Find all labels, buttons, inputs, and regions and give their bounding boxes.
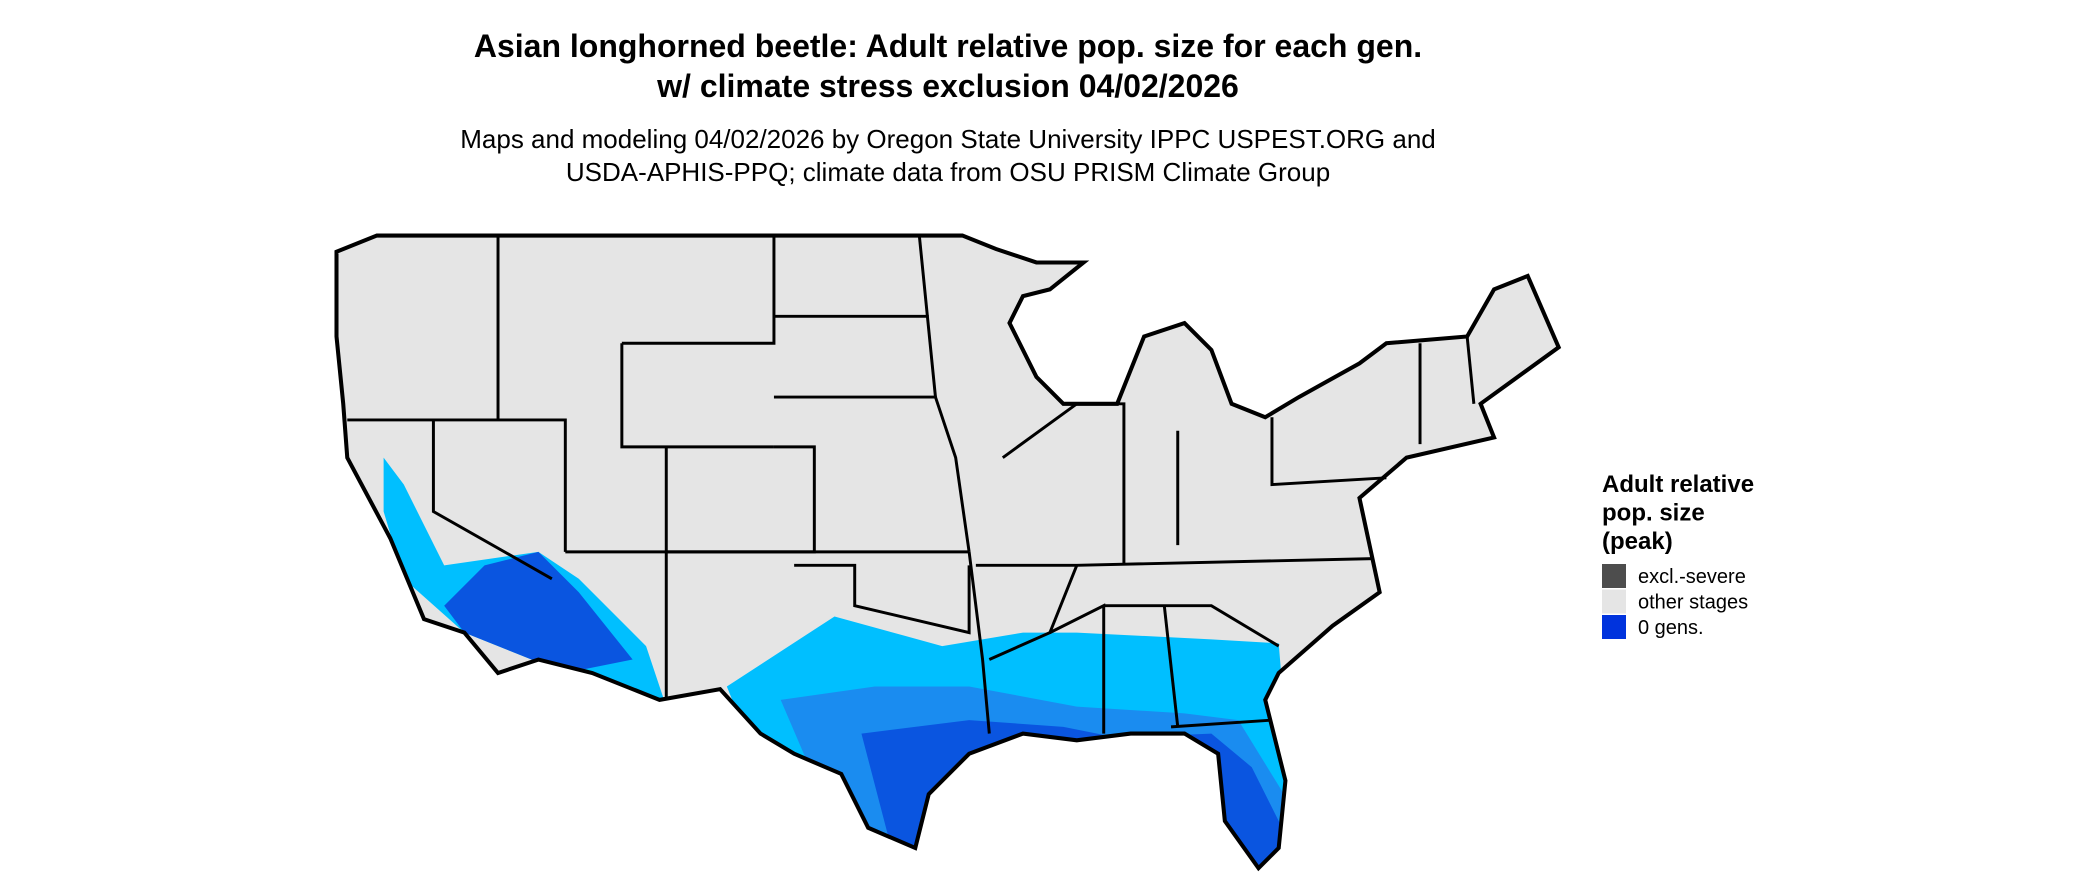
legend-label: 0 gens.	[1638, 617, 1704, 639]
legend-title-line: Adult relative	[1602, 471, 1754, 498]
legend-swatch	[1602, 564, 1626, 588]
text-layer: Asian longhorned beetle: Adult relative …	[460, 28, 1754, 639]
legend-title-line: (peak)	[1602, 528, 1673, 555]
subtitle-line: Maps and modeling 04/02/2026 by Oregon S…	[460, 124, 1436, 154]
legend-swatch	[1602, 589, 1626, 614]
subtitle-line: USDA-APHIS-PPQ; climate data from OSU PR…	[566, 157, 1330, 187]
region-ca-dark	[444, 551, 633, 673]
title-line: Asian longhorned beetle: Adult relative …	[474, 28, 1422, 64]
legend-title-line: pop. size	[1602, 500, 1705, 527]
us-map	[334, 233, 1562, 872]
us-border	[334, 233, 1562, 872]
state-lines	[347, 235, 1476, 734]
legend-label: excl.-severe	[1638, 566, 1746, 588]
legend-swatch	[1602, 615, 1626, 639]
legend-label: other stages	[1638, 592, 1748, 614]
title-line: w/ climate stress exclusion 04/02/2026	[656, 68, 1239, 104]
